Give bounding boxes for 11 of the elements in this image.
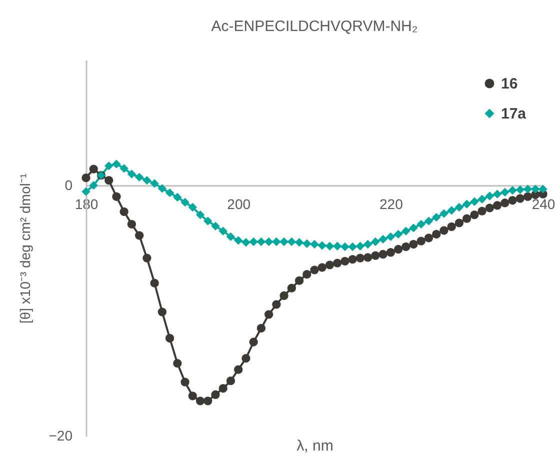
legend-label: 16 [501,76,518,92]
x-tick-label: 200 [227,196,251,212]
y-tick-label: −20 [48,428,73,444]
legend-label: 17a [501,106,527,122]
x-tick-label: 220 [379,196,404,212]
y-tick-label: 0 [64,176,73,193]
x-tick-label: 180 [74,196,98,212]
chart-title: Ac-ENPECILDCHVQRVM-NH₂ [211,18,418,35]
x-axis-title: λ, nm [296,438,334,454]
y-axis-title: [θ] x10⁻³ deg cm² dmol⁻¹ [16,173,33,324]
x-tick-label: 240 [532,196,556,212]
